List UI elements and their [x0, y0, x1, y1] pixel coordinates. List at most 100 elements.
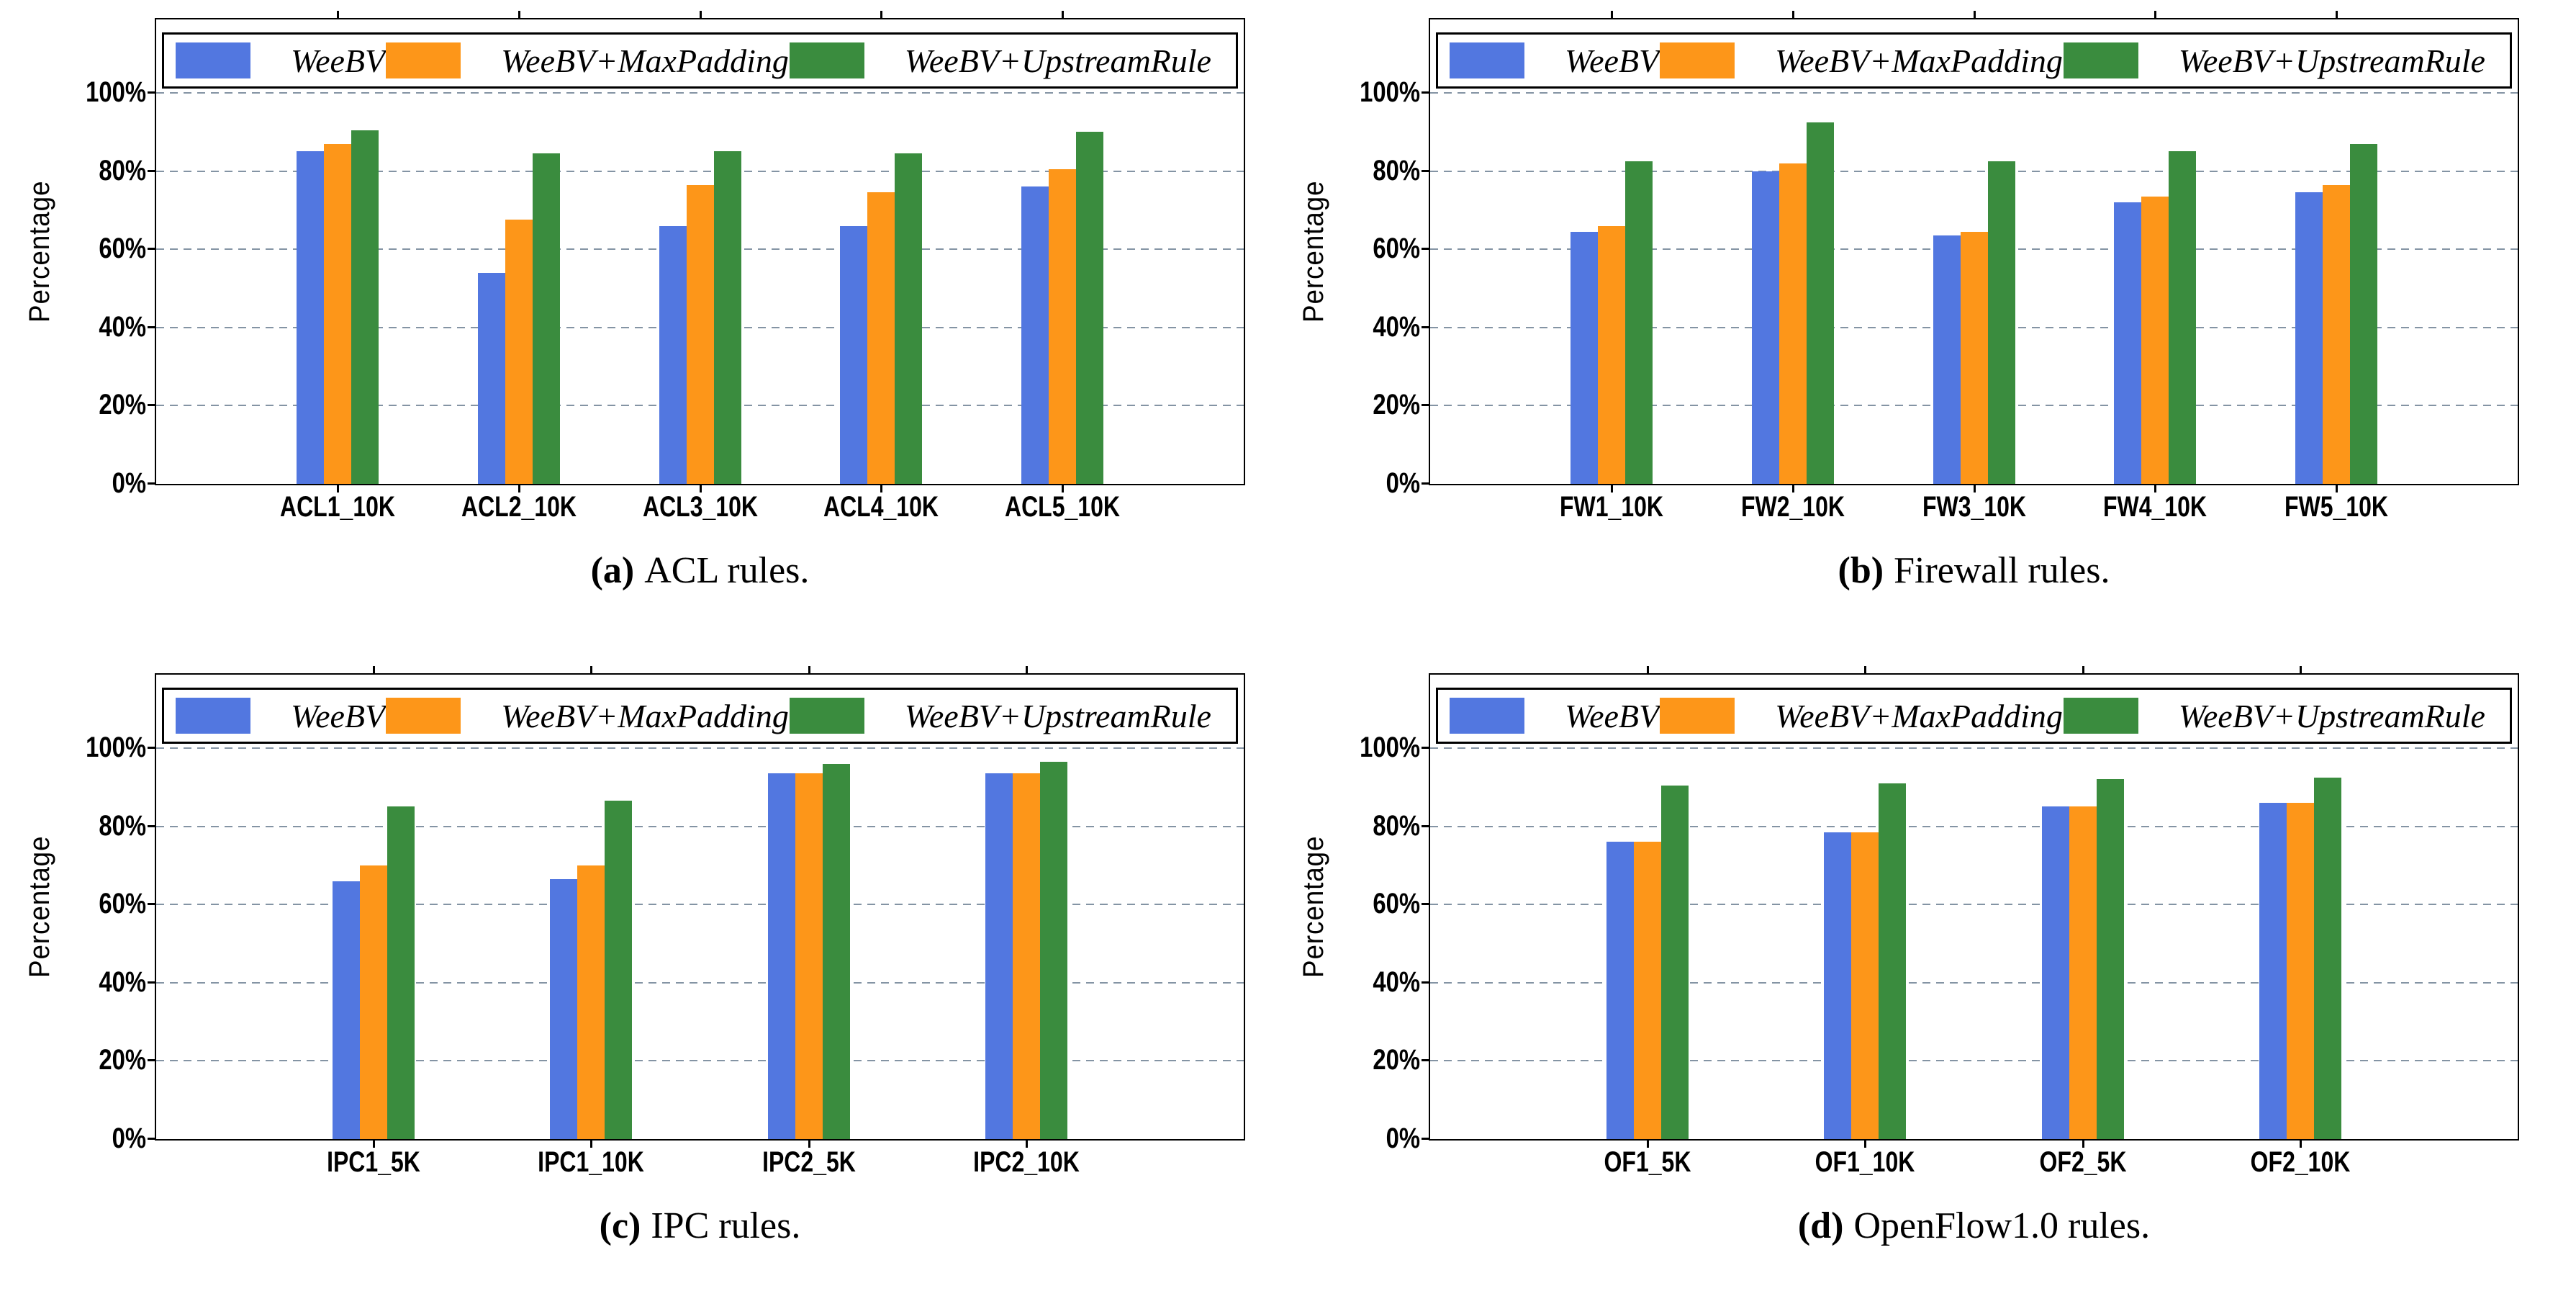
- y-tick-label: 80%: [99, 809, 146, 842]
- bar-WeeBV: [1824, 832, 1852, 1139]
- x-tick-mark-top: [808, 666, 810, 673]
- x-tick-label: IPC2_10K: [972, 1146, 1080, 1178]
- bar-WeeBV+UpstreamRule: [2096, 779, 2124, 1139]
- gridline: [1430, 170, 2518, 172]
- y-tick-mark: [148, 325, 155, 328]
- x-tick-mark: [1025, 1141, 1028, 1148]
- x-tick-label: FW1_10K: [1559, 491, 1663, 523]
- y-tick-label: 20%: [1373, 389, 1420, 421]
- bar-WeeBV+MaxPadding: [2323, 184, 2351, 484]
- bar-WeeBV+MaxPadding: [686, 184, 714, 484]
- bar-WeeBV: [840, 225, 868, 484]
- gridline: [156, 981, 1244, 984]
- bar-WeeBV+UpstreamRule: [1039, 762, 1067, 1139]
- gridline: [1430, 92, 2518, 94]
- y-tick-mark: [1422, 169, 1429, 172]
- y-tick-label: 40%: [99, 966, 146, 998]
- bar-WeeBV: [2259, 803, 2287, 1139]
- y-tick-label: 60%: [1373, 233, 1420, 265]
- x-tick-mark-top: [1864, 666, 1867, 673]
- x-tick-mark-top: [1791, 11, 1794, 18]
- y-tick-mark: [148, 482, 155, 485]
- gridline: [156, 92, 1244, 94]
- legend-label: WeeBV+UpstreamRule: [2178, 42, 2485, 79]
- gridline: [1430, 981, 2518, 984]
- y-tick-label: 0%: [1386, 467, 1420, 499]
- legend: WeeBV WeeBV+MaxPadding WeeBV+UpstreamRule: [162, 688, 1238, 744]
- legend-label: WeeBV+MaxPadding: [501, 42, 789, 79]
- gridline: [156, 904, 1244, 906]
- x-tick-label: FW4_10K: [2103, 491, 2207, 523]
- x-tick-mark-top: [2299, 666, 2302, 673]
- bar-WeeBV+UpstreamRule: [532, 153, 560, 484]
- bar-WeeBV: [296, 151, 324, 484]
- legend-swatch-WeeBV+MaxPadding: [386, 42, 461, 78]
- x-tick-mark: [1610, 485, 1613, 492]
- y-tick-mark: [148, 903, 155, 906]
- bar-WeeBV+UpstreamRule: [1076, 132, 1104, 484]
- gridline: [156, 747, 1244, 749]
- gridline: [156, 405, 1244, 407]
- x-tick-label: ACL4_10K: [823, 491, 939, 523]
- legend-label: WeeBV+UpstreamRule: [2178, 697, 2485, 734]
- legend-swatch-WeeBV+MaxPadding: [386, 698, 461, 734]
- bar-WeeBV+MaxPadding: [1634, 842, 1662, 1139]
- legend-swatch-WeeBV: [1450, 698, 1524, 734]
- bar-WeeBV+UpstreamRule: [387, 806, 415, 1139]
- x-tick-label: IPC1_10K: [538, 1146, 645, 1178]
- x-tick-label: IPC1_5K: [327, 1146, 421, 1178]
- x-tick-mark-top: [2336, 11, 2338, 18]
- bar-WeeBV: [477, 272, 505, 484]
- legend-entry: WeeBV: [1450, 697, 1659, 735]
- y-tick-mark: [148, 747, 155, 749]
- legend-swatch-WeeBV+MaxPadding: [1660, 42, 1735, 78]
- bar-WeeBV+UpstreamRule: [895, 153, 923, 484]
- bar-WeeBV+MaxPadding: [505, 220, 533, 484]
- bar-WeeBV: [1021, 186, 1049, 484]
- bar-WeeBV: [2041, 806, 2069, 1139]
- y-tick-label: 80%: [1373, 154, 1420, 186]
- y-axis-label: Percentage: [1292, 673, 1335, 1141]
- bar-WeeBV+MaxPadding: [2141, 196, 2169, 484]
- y-tick-label: 60%: [99, 888, 146, 920]
- plot-area-firewall: 0% 20% 40% 60% 80% 100% FW1_10K FW2_10K FW3_10K F…: [1360, 11, 2519, 523]
- bar-WeeBV: [333, 881, 361, 1139]
- y-tick-mark: [148, 169, 155, 172]
- caption-firewall: (b) Firewall rules.: [1429, 549, 2519, 592]
- y-axis-label-text: Percentage: [1297, 835, 1329, 979]
- y-tick-label: 40%: [1373, 966, 1420, 998]
- gridline: [1430, 747, 2518, 749]
- caption-tag: (c): [599, 1205, 641, 1246]
- bar-WeeBV: [659, 225, 687, 484]
- y-tick-label: 0%: [112, 467, 146, 499]
- x-tick-label: IPC2_5K: [761, 1146, 856, 1178]
- gridline: [1430, 248, 2518, 251]
- x-tick-mark: [1062, 485, 1065, 492]
- x-tick-label: ACL2_10K: [461, 491, 577, 523]
- y-axis-label: Percentage: [18, 18, 61, 485]
- bar-WeeBV: [1933, 235, 1961, 484]
- x-tick-mark-top: [1062, 11, 1065, 18]
- bar-WeeBV+MaxPadding: [360, 865, 388, 1139]
- y-tick-mark: [1422, 325, 1429, 328]
- legend-entry: WeeBV+UpstreamRule: [789, 42, 1211, 80]
- x-tick-mark-top: [1647, 666, 1650, 673]
- bar-WeeBV+MaxPadding: [2286, 803, 2314, 1139]
- y-tick-label: 0%: [112, 1123, 146, 1154]
- caption-text: IPC rules.: [651, 1205, 801, 1246]
- x-tick-mark: [373, 1141, 376, 1148]
- bar-WeeBV+UpstreamRule: [1879, 783, 1907, 1139]
- legend-entry: WeeBV+UpstreamRule: [789, 697, 1211, 735]
- x-tick-mark-top: [590, 666, 593, 673]
- bar-WeeBV+MaxPadding: [1851, 832, 1879, 1139]
- bar-WeeBV: [985, 773, 1013, 1139]
- bar-WeeBV+MaxPadding: [577, 865, 605, 1139]
- caption-text: OpenFlow1.0 rules.: [1853, 1205, 2151, 1246]
- legend-label: WeeBV: [1565, 42, 1660, 79]
- legend-swatch-WeeBV+UpstreamRule: [789, 42, 864, 78]
- y-tick-label: 0%: [1386, 1123, 1420, 1154]
- legend-label: WeeBV: [291, 697, 386, 734]
